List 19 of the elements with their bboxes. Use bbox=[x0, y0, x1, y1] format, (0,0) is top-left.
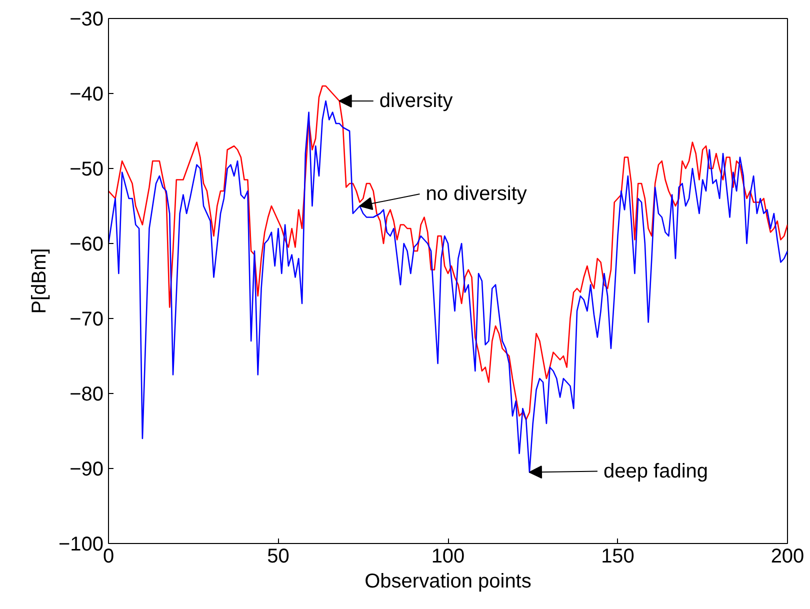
annotation: deep fading bbox=[603, 460, 708, 482]
x-tick-label: 0 bbox=[102, 546, 114, 568]
x-tick-label: 200 bbox=[770, 546, 804, 568]
annotation: diversity bbox=[379, 90, 453, 112]
y-tick-label: −30 bbox=[70, 8, 104, 30]
y-tick-label: −90 bbox=[70, 458, 104, 480]
y-tick-label: −80 bbox=[70, 384, 104, 406]
y-tick-label: −40 bbox=[70, 84, 104, 106]
y-axis-title: P[dBm] bbox=[28, 248, 50, 314]
annotation: no diversity bbox=[426, 183, 527, 205]
y-tick-label: −60 bbox=[70, 234, 104, 256]
line-series bbox=[108, 85, 788, 420]
y-tick-label: −100 bbox=[58, 534, 104, 556]
x-tick-label: 50 bbox=[267, 546, 290, 568]
y-tick-label: −70 bbox=[70, 308, 104, 330]
x-axis-title: Observation points bbox=[364, 570, 532, 592]
y-tick-label: −50 bbox=[70, 158, 104, 180]
x-tick-label: 100 bbox=[431, 546, 465, 568]
x-tick-label: 150 bbox=[601, 546, 634, 568]
